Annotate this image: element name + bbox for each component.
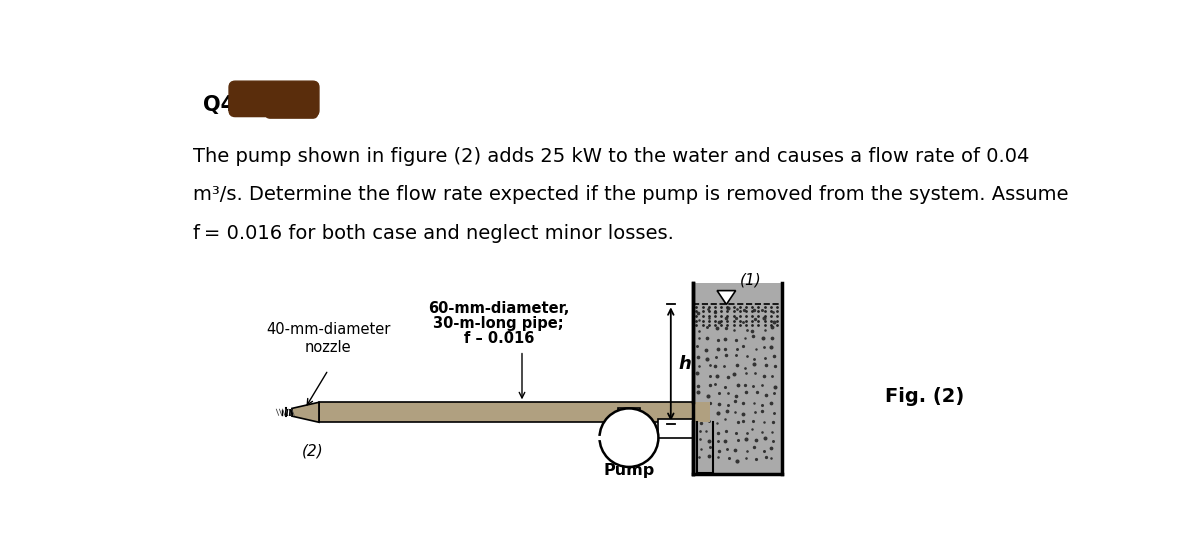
Text: h: h (678, 355, 691, 373)
Polygon shape (718, 290, 736, 305)
Text: (2): (2) (302, 443, 324, 459)
FancyBboxPatch shape (229, 81, 319, 117)
Text: Pump: Pump (604, 463, 654, 478)
Text: (1): (1) (740, 272, 762, 288)
Bar (692, 283, 781, 474)
Text: m³/s. Determine the flow rate expected if the pump is removed from the system. A: m³/s. Determine the flow rate expected i… (193, 185, 1068, 204)
Text: f = 0.016 for both case and neglect minor losses.: f = 0.016 for both case and neglect mino… (193, 224, 673, 243)
Text: f – 0.016: f – 0.016 (463, 332, 534, 346)
Polygon shape (292, 402, 319, 423)
Text: The pump shown in figure (2) adds 25 kW to the water and causes a flow rate of 0: The pump shown in figure (2) adds 25 kW … (193, 147, 1030, 165)
Text: 30-m-long pipe;: 30-m-long pipe; (433, 316, 564, 331)
Text: 40-mm-diameter
nozzle: 40-mm-diameter nozzle (266, 322, 390, 355)
Bar (618, 408, 640, 423)
Bar (319, 402, 692, 423)
Bar (692, 402, 709, 423)
Bar (659, 419, 692, 438)
Text: 60-mm-diameter,: 60-mm-diameter, (428, 301, 570, 316)
Circle shape (600, 408, 659, 467)
Text: Q4:: Q4: (203, 95, 244, 115)
FancyBboxPatch shape (265, 94, 317, 118)
Text: Fig. (2): Fig. (2) (886, 387, 965, 407)
